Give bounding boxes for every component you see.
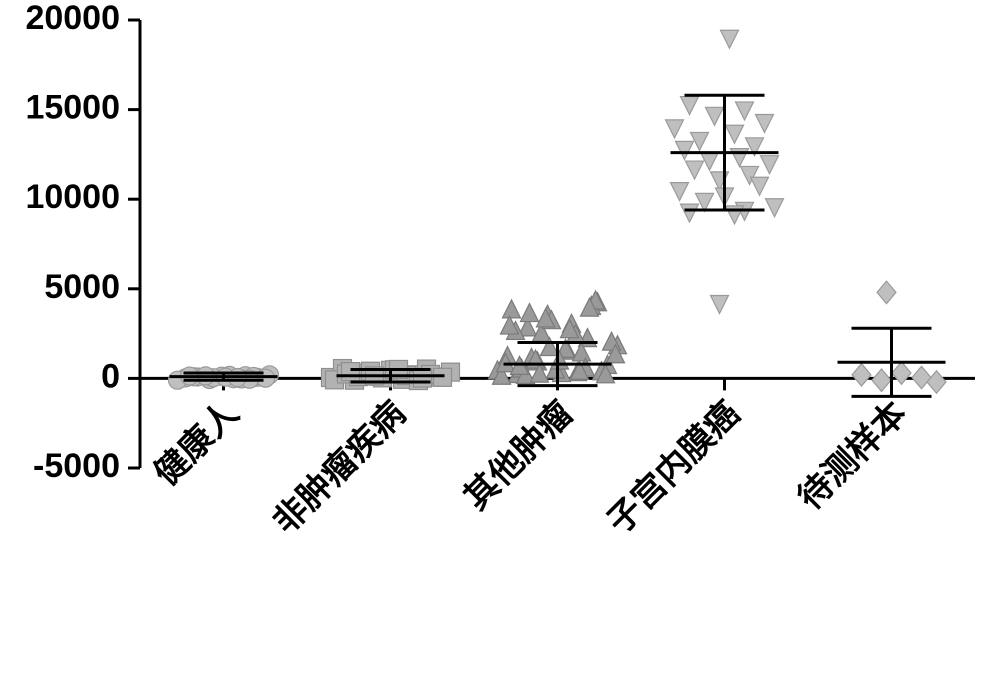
y-tick-label: 10000 [25,178,120,216]
y-tick-label: 0 [101,357,120,395]
y-tick-label: 5000 [44,268,120,306]
scatter-chart: -500005000100001500020000健康人非肿瘤疾病其他肿瘤子宫内… [0,0,1000,681]
y-tick-label: 20000 [25,0,120,37]
y-tick-label: 15000 [25,89,120,127]
y-tick-label: -5000 [33,447,120,485]
error-bar [170,373,278,380]
data-point [342,363,360,381]
data-point [414,369,432,387]
data-point [434,368,452,386]
